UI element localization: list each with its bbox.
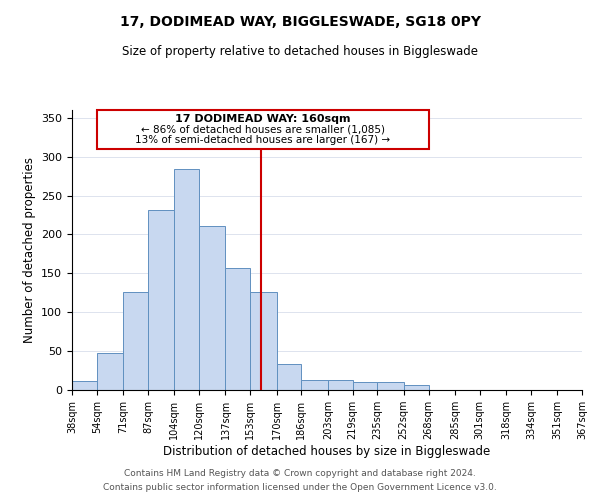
Text: 17, DODIMEAD WAY, BIGGLESWADE, SG18 0PY: 17, DODIMEAD WAY, BIGGLESWADE, SG18 0PY	[119, 15, 481, 29]
Text: 13% of semi-detached houses are larger (167) →: 13% of semi-detached houses are larger (…	[135, 136, 390, 145]
Bar	[301, 380, 328, 390]
Bar	[250, 292, 277, 390]
Text: Contains HM Land Registry data © Crown copyright and database right 2024.: Contains HM Land Registry data © Crown c…	[124, 468, 476, 477]
Bar	[72, 382, 97, 390]
Bar	[97, 110, 428, 149]
Bar	[123, 292, 148, 390]
Bar	[175, 169, 199, 390]
X-axis label: Distribution of detached houses by size in Biggleswade: Distribution of detached houses by size …	[163, 445, 491, 458]
Bar	[97, 354, 123, 390]
Bar	[353, 382, 377, 390]
Bar	[226, 268, 250, 390]
Bar	[404, 386, 428, 390]
Text: ← 86% of detached houses are smaller (1,085): ← 86% of detached houses are smaller (1,…	[140, 124, 385, 134]
Bar	[199, 226, 226, 390]
Text: Contains public sector information licensed under the Open Government Licence v3: Contains public sector information licen…	[103, 484, 497, 492]
Bar	[328, 380, 353, 390]
Bar	[377, 382, 404, 390]
Y-axis label: Number of detached properties: Number of detached properties	[23, 157, 35, 343]
Text: Size of property relative to detached houses in Biggleswade: Size of property relative to detached ho…	[122, 45, 478, 58]
Bar	[277, 364, 301, 390]
Text: 17 DODIMEAD WAY: 160sqm: 17 DODIMEAD WAY: 160sqm	[175, 114, 350, 124]
Bar	[148, 210, 175, 390]
